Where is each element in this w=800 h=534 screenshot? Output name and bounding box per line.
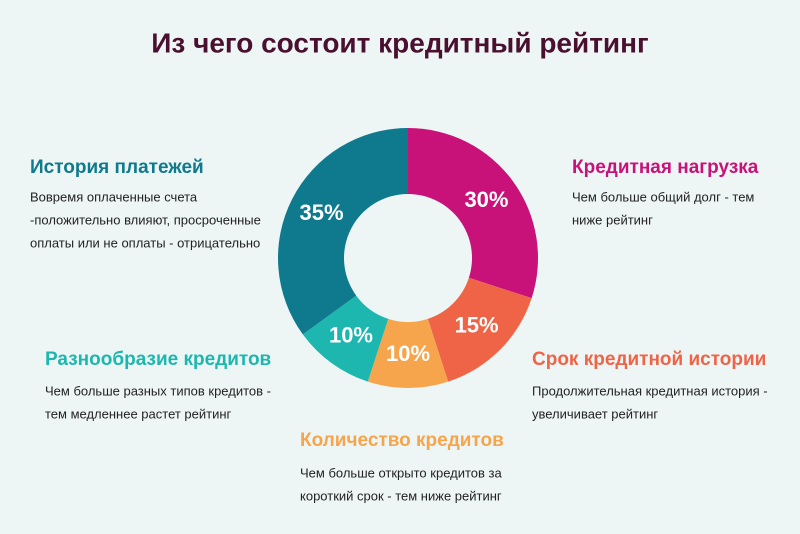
category-description: Продолжительная кредитная история - [532,383,768,398]
category-description: увеличивает рейтинг [532,406,658,421]
category-description: Чем больше открыто кредитов за [300,465,502,480]
category-heading: История платежей [30,157,204,178]
category-description: Чем больше общий долг - тем [572,189,754,204]
category-heading: Количество кредитов [300,430,504,451]
donut-segment [427,277,532,382]
percent-label: 35% [300,200,344,225]
category-heading: Кредитная нагрузка [572,157,759,178]
category-description: оплаты или не оплаты - отрицательно [30,235,260,250]
category-description: тем медленнее растет рейтинг [45,406,232,421]
category-description: ниже рейтинг [572,212,653,227]
percent-label: 15% [455,312,499,337]
donut-segment [367,318,449,389]
category-description: короткий срок - тем ниже рейтинг [300,488,502,503]
category-description: Вовремя оплаченные счета [30,189,198,204]
category-heading: Разнообразие кредитов [45,349,271,370]
donut-segment [278,127,408,335]
percent-label: 10% [329,322,373,347]
category-heading: Срок кредитной истории [532,349,766,370]
chart-title: Из чего состоит кредитный рейтинг [151,27,648,58]
percent-label: 10% [386,341,430,366]
category-description: Чем больше разных типов кредитов - [45,383,271,398]
category-description: -положительно влияют, просроченные [30,212,261,227]
donut-segment [302,295,389,382]
percent-label: 30% [464,187,508,212]
donut-segment [408,128,538,299]
